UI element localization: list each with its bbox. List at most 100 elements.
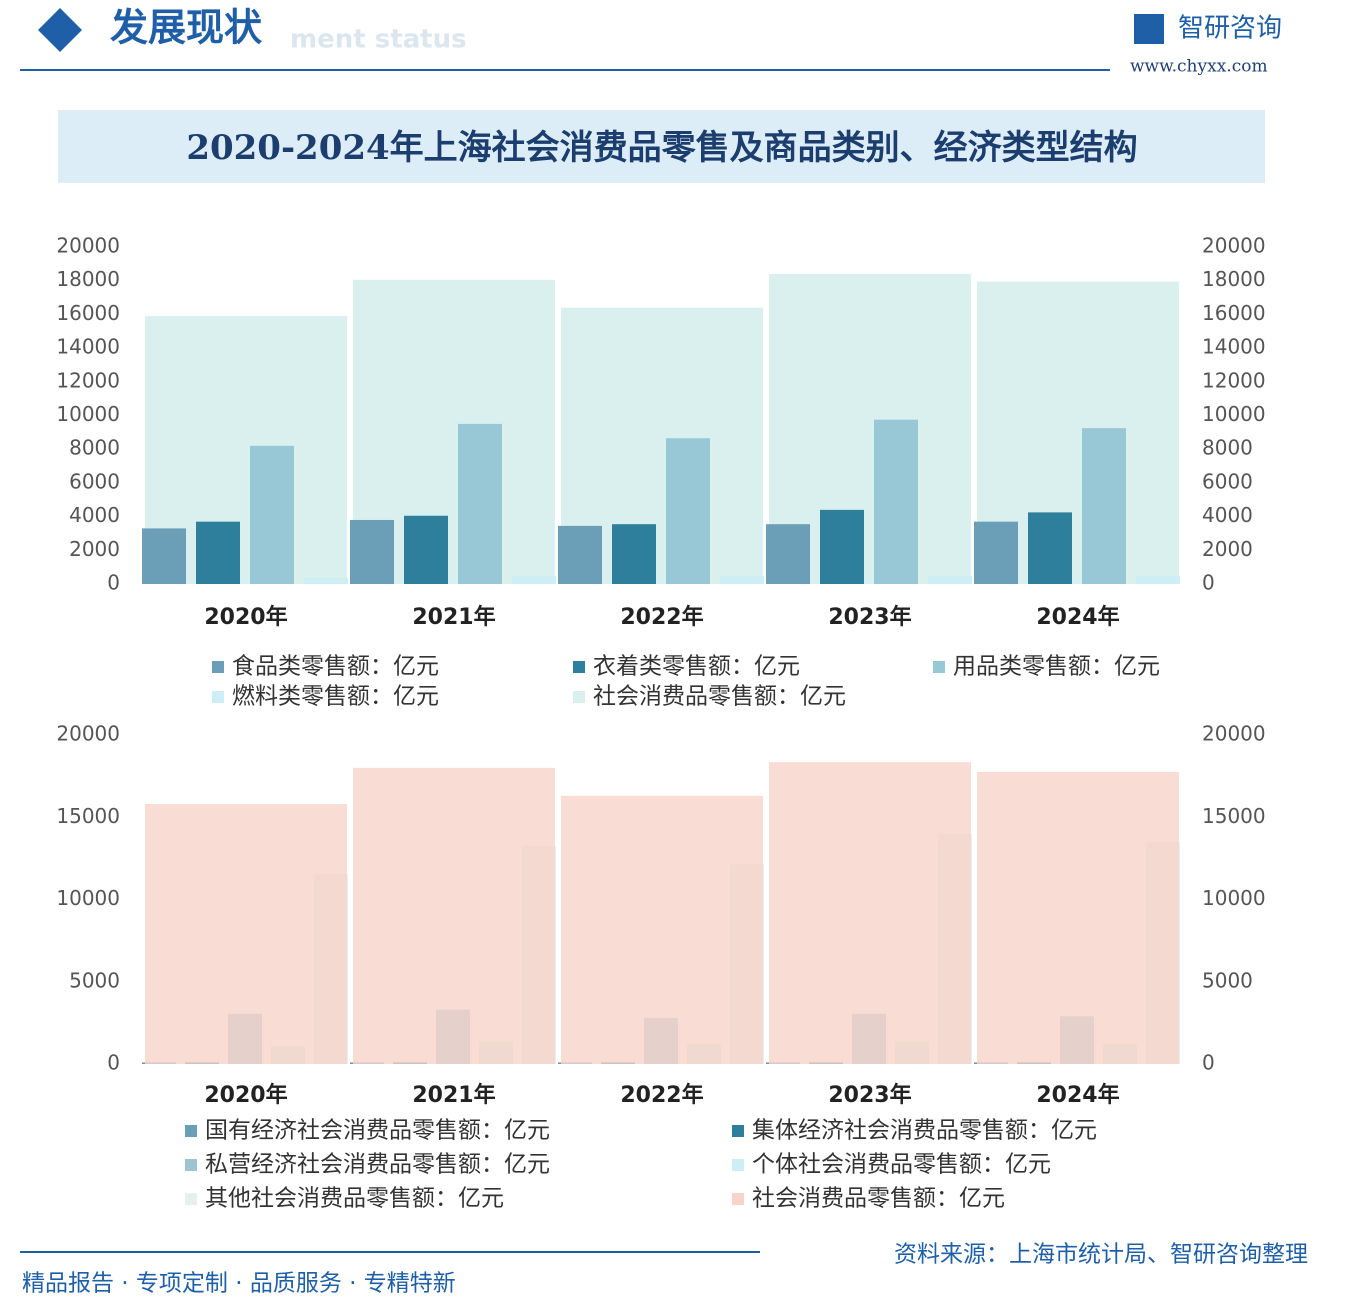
y-tick-label: 10000 bbox=[56, 402, 120, 426]
y-tick-label: 0 bbox=[107, 1051, 120, 1075]
total-bar bbox=[353, 767, 555, 1064]
chart-title: 2020-2024年上海社会消费品零售及商品类别、经济类型结构 bbox=[186, 128, 1137, 168]
y-tick-label: 6000 bbox=[69, 469, 120, 493]
legend-label: 食品类零售额：亿元 bbox=[232, 654, 439, 680]
y2-tick-label: 6000 bbox=[1202, 469, 1253, 493]
y-tick-label: 8000 bbox=[69, 436, 120, 460]
logo-url: www.chyxx.com bbox=[1130, 57, 1268, 77]
bar bbox=[512, 576, 556, 584]
footer-source: 资料来源：上海市统计局、智研咨询整理 bbox=[894, 1242, 1308, 1268]
bar bbox=[612, 524, 656, 584]
bar bbox=[1028, 512, 1072, 584]
logo-icon bbox=[1134, 14, 1164, 44]
x-tick-label: 2022年 bbox=[620, 1082, 703, 1108]
y-tick-label: 12000 bbox=[56, 368, 120, 392]
legend-swatch bbox=[933, 661, 945, 673]
y2-tick-label: 18000 bbox=[1202, 267, 1266, 291]
y2-tick-label: 20000 bbox=[1202, 234, 1266, 258]
legend-label: 衣着类零售额：亿元 bbox=[593, 654, 800, 680]
bar bbox=[196, 521, 240, 584]
y-tick-label: 4000 bbox=[69, 503, 120, 527]
y2-tick-label: 8000 bbox=[1202, 436, 1253, 460]
y2-tick-label: 2000 bbox=[1202, 537, 1253, 561]
y2-tick-label: 0 bbox=[1202, 1051, 1215, 1075]
y-tick-label: 20000 bbox=[56, 234, 120, 258]
x-tick-label: 2022年 bbox=[620, 604, 703, 630]
total-bar bbox=[977, 772, 1179, 1064]
legend-swatch bbox=[732, 1125, 744, 1137]
header-title: 发展现状 bbox=[110, 6, 263, 50]
x-tick-label: 2020年 bbox=[204, 604, 287, 630]
legend-label: 集体经济社会消费品零售额：亿元 bbox=[752, 1118, 1097, 1144]
y-tick-label: 20000 bbox=[56, 722, 120, 746]
legend-swatch bbox=[185, 1159, 197, 1171]
x-tick-label: 2023年 bbox=[828, 1082, 911, 1108]
y2-tick-label: 12000 bbox=[1202, 368, 1266, 392]
legend-label: 社会消费品零售额：亿元 bbox=[593, 684, 846, 710]
y2-tick-label: 10000 bbox=[1202, 886, 1266, 910]
y-tick-label: 10000 bbox=[56, 886, 120, 910]
legend-swatch bbox=[573, 691, 585, 703]
y-tick-label: 16000 bbox=[56, 301, 120, 325]
x-tick-label: 2020年 bbox=[204, 1082, 287, 1108]
legend-label: 个体社会消费品零售额：亿元 bbox=[752, 1152, 1051, 1178]
y2-tick-label: 14000 bbox=[1202, 335, 1266, 359]
legend-swatch bbox=[185, 1193, 197, 1205]
bar bbox=[874, 419, 918, 584]
header-diamond bbox=[38, 8, 82, 52]
bar bbox=[350, 519, 394, 584]
legend-swatch bbox=[732, 1193, 744, 1205]
y2-tick-label: 5000 bbox=[1202, 968, 1253, 992]
x-tick-label: 2021年 bbox=[412, 604, 495, 630]
bar bbox=[974, 521, 1018, 584]
legend-swatch bbox=[212, 661, 224, 673]
y2-tick-label: 0 bbox=[1202, 571, 1215, 595]
bar bbox=[558, 525, 602, 584]
total-bar bbox=[561, 795, 763, 1064]
header-subtitle: ment status bbox=[290, 25, 467, 55]
y-tick-label: 2000 bbox=[69, 537, 120, 561]
bar bbox=[766, 524, 810, 584]
title-box bbox=[58, 110, 1265, 183]
total-bar bbox=[145, 804, 347, 1064]
legend-label: 国有经济社会消费品零售额：亿元 bbox=[205, 1118, 550, 1144]
footer-slogan: 精品报告 · 专项定制 · 品质服务 · 专精特新 bbox=[22, 1271, 456, 1297]
legend-label: 燃料类零售额：亿元 bbox=[232, 684, 439, 710]
bar bbox=[820, 509, 864, 584]
y2-tick-label: 16000 bbox=[1202, 301, 1266, 325]
bar bbox=[142, 528, 186, 584]
bar bbox=[1136, 576, 1180, 584]
x-tick-label: 2023年 bbox=[828, 604, 911, 630]
x-tick-label: 2024年 bbox=[1036, 1082, 1119, 1108]
total-bar bbox=[769, 762, 971, 1064]
bar bbox=[304, 578, 348, 584]
legend-swatch bbox=[185, 1125, 197, 1137]
logo-text: 智研咨询 bbox=[1178, 14, 1282, 44]
legend-label: 私营经济社会消费品零售额：亿元 bbox=[205, 1152, 550, 1178]
bar bbox=[928, 576, 972, 584]
legend-label: 其他社会消费品零售额：亿元 bbox=[205, 1186, 504, 1212]
legend-label: 用品类零售额：亿元 bbox=[953, 654, 1160, 680]
legend-swatch bbox=[573, 661, 585, 673]
y-tick-label: 5000 bbox=[69, 968, 120, 992]
legend-swatch bbox=[732, 1159, 744, 1171]
bar bbox=[404, 515, 448, 584]
bar bbox=[458, 423, 502, 584]
legend-swatch bbox=[212, 691, 224, 703]
legend-label: 社会消费品零售额：亿元 bbox=[752, 1186, 1005, 1212]
y2-tick-label: 20000 bbox=[1202, 722, 1266, 746]
y-tick-label: 14000 bbox=[56, 335, 120, 359]
x-tick-label: 2024年 bbox=[1036, 604, 1119, 630]
y-tick-label: 18000 bbox=[56, 267, 120, 291]
x-tick-label: 2021年 bbox=[412, 1082, 495, 1108]
y-tick-label: 0 bbox=[107, 571, 120, 595]
bar bbox=[666, 438, 710, 584]
y2-tick-label: 10000 bbox=[1202, 402, 1266, 426]
y2-tick-label: 15000 bbox=[1202, 804, 1266, 828]
bar bbox=[250, 445, 294, 584]
y-tick-label: 15000 bbox=[56, 804, 120, 828]
bar bbox=[1082, 428, 1126, 584]
